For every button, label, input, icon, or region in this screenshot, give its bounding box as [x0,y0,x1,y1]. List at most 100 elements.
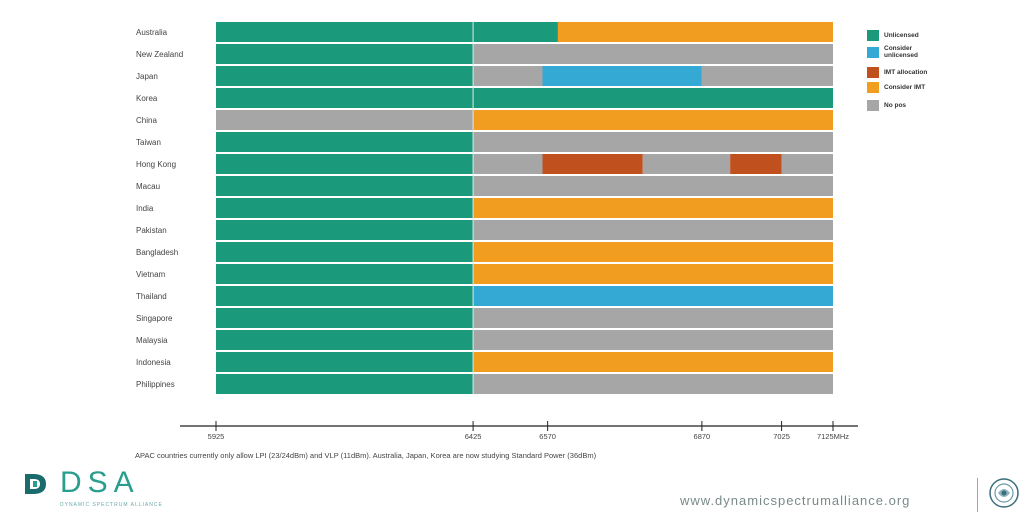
chart-row: Singapore [136,308,833,328]
row-label: Philippines [136,380,175,389]
legend-label: Consider unlicensed [884,45,918,59]
bar-segment-imt-allocation [542,154,643,174]
bar-segment-unlicensed [216,308,474,328]
bar-segment-imt-allocation [730,154,782,174]
legend-swatch-consider-imt [867,82,879,93]
legend-label: IMT allocation [884,69,927,76]
row-label: Australia [136,28,168,37]
chart-rows: Australia New Zealand Japan Korea China Taiwa… [136,22,833,394]
legend-label: Unlicensed [884,32,919,39]
chart-row: India [136,198,833,218]
row-label: Malaysia [136,336,168,345]
legend: Unlicensed Consider unlicensed IMT allocati… [867,30,927,111]
chart-row: New Zealand [136,44,833,64]
bar-segment-consider-unlicensed [542,66,702,86]
legend-swatch-consider-unlicensed [867,47,879,58]
bar-segment-consider-imt [473,242,833,262]
legend-label: Consider IMT [884,84,925,91]
tick-label: 6870 [694,432,711,441]
bar-segment-no-pos [473,176,833,196]
row-label: Korea [136,94,158,103]
row-label: Japan [136,72,158,81]
row-label: New Zealand [136,50,183,59]
chart-row: Australia [136,22,833,42]
bar-segment-consider-imt [473,352,833,372]
tick-label: 7025 [773,432,790,441]
row-label: China [136,116,157,125]
chart-row: Pakistan [136,220,833,240]
logo-text: DSA [60,466,140,499]
bar-segment-consider-imt [473,264,833,284]
bar-segment-unlicensed [216,374,474,394]
chart-row: Indonesia [136,352,833,372]
bar-segment-consider-imt [557,22,833,42]
bar-segment-consider-unlicensed [473,286,833,306]
row-label: Vietnam [136,270,166,279]
bar-segment-no-pos [473,132,833,152]
bar-segment-unlicensed [216,198,474,218]
legend-swatch-unlicensed [867,30,879,41]
bar-segment-unlicensed [216,88,474,108]
chart-row: Philippines [136,374,833,394]
tick-label: 7125MHz [817,432,849,441]
tick-label: 5925 [208,432,225,441]
seal-icon [989,478,1019,508]
bar-segment-unlicensed [216,66,474,86]
row-label: Bangladesh [136,248,178,257]
bar-segment-unlicensed [216,330,474,350]
row-label: Thailand [136,292,167,301]
bar-segment-unlicensed [216,176,474,196]
bar-segment-no-pos [642,154,731,174]
tick-label: 6425 [465,432,482,441]
tick-label: 6570 [539,432,556,441]
chart-footnote: APAC countries currently only allow LPI … [135,451,597,460]
row-label: Taiwan [136,138,161,147]
row-label: Hong Kong [136,160,176,169]
x-axis: 5925 6425 6570 6870 7025 7125MHz [180,421,858,441]
bar-segment-no-pos [473,154,543,174]
bar-segment-unlicensed [216,352,474,372]
bar-segment-no-pos [473,308,833,328]
dsa-logo-icon [25,474,46,494]
bar-segment-no-pos [473,220,833,240]
chart-row: Korea [136,88,833,108]
bar-segment-unlicensed [216,44,474,64]
row-label: Indonesia [136,358,171,367]
bar-segment-consider-imt [473,198,833,218]
bar-segment-unlicensed [216,286,474,306]
chart-row: Macau [136,176,833,196]
row-label: India [136,204,154,213]
bar-segment-unlicensed [473,88,833,108]
row-label: Pakistan [136,226,167,235]
legend-swatch-no-pos [867,100,879,111]
bar-segment-unlicensed [216,22,474,42]
chart-row: Thailand [136,286,833,306]
row-label: Macau [136,182,160,191]
bar-segment-no-pos [473,44,833,64]
bar-segment-unlicensed [216,154,474,174]
bar-segment-unlicensed [216,132,474,152]
spectrum-chart: Australia New Zealand Japan Korea China Taiwa… [135,22,927,460]
chart-row: China [136,110,833,130]
website-url[interactable]: www.dynamicspectrumalliance.org [680,493,911,508]
footer-divider [977,478,978,512]
chart-row: Bangladesh [136,242,833,262]
bar-segment-no-pos [216,110,474,130]
chart-row: Japan [136,66,833,86]
chart-row: Malaysia [136,330,833,350]
legend-swatch-imt-allocation [867,67,879,78]
bar-segment-consider-imt [473,110,833,130]
bar-segment-unlicensed [216,220,474,240]
bar-segment-unlicensed [216,242,474,262]
bar-segment-unlicensed [216,264,474,284]
bar-segment-no-pos [473,66,543,86]
logo-subtitle: DYNAMIC SPECTRUM ALLIANCE [60,502,163,508]
bar-segment-no-pos [473,330,833,350]
legend-label: No pos [884,102,906,109]
bar-segment-no-pos [781,154,833,174]
row-label: Singapore [136,314,173,323]
bar-segment-no-pos [473,374,833,394]
chart-row: Hong Kong [136,154,833,174]
bar-segment-unlicensed [473,22,558,42]
chart-row: Taiwan [136,132,833,152]
